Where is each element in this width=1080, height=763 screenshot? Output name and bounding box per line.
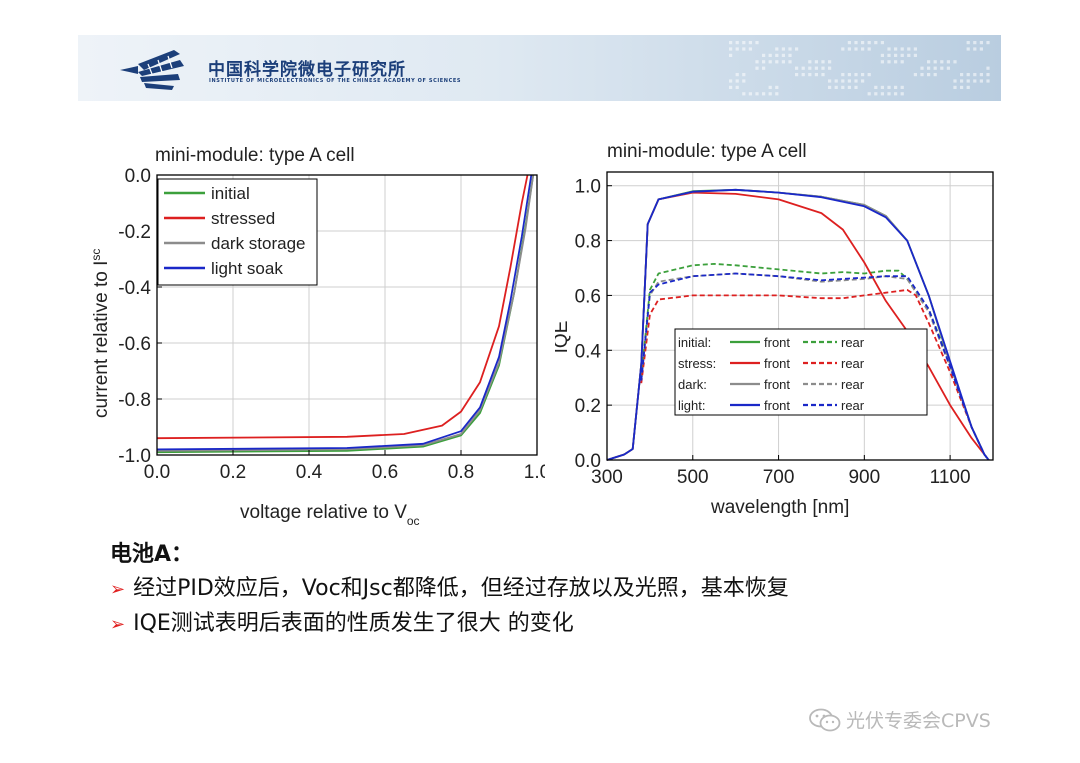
iv-series-stressed	[156, 174, 529, 440]
iv-y-axis-label-group: current relative to Isc	[89, 249, 112, 418]
iqe-x-tick-label: 700	[763, 467, 795, 488]
iv-x-tick-label: 1.0	[524, 462, 545, 483]
iqe-series-stress-rear	[640, 288, 990, 461]
iv-series-light-soak	[156, 174, 533, 451]
iqe-legend-label: stress:	[678, 356, 716, 371]
iv-series-dark-storage	[156, 174, 535, 452]
iqe-legend-rear-label: rear	[841, 398, 865, 413]
iqe-y-axis-label: IQE	[555, 321, 572, 354]
iqe-y-tick-label: 0.2	[575, 396, 601, 417]
bullet-arrow-icon: ➢	[110, 579, 126, 600]
institute-name-cn: 中国科学院微电子研究所	[208, 60, 406, 80]
iv-y-axis-label-sub: sc	[89, 249, 103, 261]
iqe-legend-rear-label: rear	[841, 377, 865, 392]
iv-y-tick-label: -0.8	[118, 390, 151, 411]
header-banner: 中国科学院微电子研究所 INSTITUTE OF MICROELECTRONIC…	[78, 35, 1001, 101]
iqe-x-tick-label: 500	[677, 467, 709, 488]
iv-legend-label: stressed	[211, 209, 275, 228]
iv-series-group	[156, 174, 535, 454]
iv-x-tick-label: 0.8	[448, 462, 474, 483]
iv-legend-label: initial	[211, 184, 250, 203]
note-item-2: ➢ IQE测试表明后表面的性质发生了很大 的变化	[110, 607, 960, 642]
iv-x-axis-label-sub: oc	[407, 514, 420, 528]
iqe-series-light-rear	[640, 272, 990, 461]
iqe-y-tick-label: 0.8	[575, 232, 601, 253]
iqe-legend-rear-label: rear	[841, 335, 865, 350]
iqe-legend-label: dark:	[678, 377, 707, 392]
iqe-y-tick-label: 0.6	[575, 286, 601, 307]
iv-y-tick-label: -0.2	[118, 222, 151, 243]
iv-x-tick-label: 0.0	[144, 462, 170, 483]
iv-y-tick-label: -0.6	[118, 334, 151, 355]
iv-y-axis-label: current relative to Isc	[89, 249, 112, 418]
iv-legend-label: light soak	[211, 259, 283, 278]
iqe-y-tick-label: 1.0	[575, 177, 601, 198]
iv-x-tick-label: 0.4	[296, 462, 323, 483]
iqe-legend-front-label: front	[764, 377, 790, 392]
iqe-x-tick-label: 300	[591, 467, 623, 488]
institute-name-en: INSTITUTE OF MICROELECTRONICS OF THE CHI…	[209, 78, 462, 84]
iqe-chart-title: mini-module: type A cell	[607, 141, 807, 162]
iqe-series-initial-front	[606, 188, 990, 461]
iqe-x-axis-label: wavelength [nm]	[710, 497, 849, 518]
iv-x-tick-label: 0.6	[372, 462, 398, 483]
iv-chart-title: mini-module: type A cell	[155, 145, 355, 166]
iqe-ticks: 300 500 700 900 1100 0.0 0.2 0.4 0.6 0.8 1.0	[575, 177, 971, 488]
iv-chart: mini-module: type A cell 0.0 0.2 0.4 0.6 0.8…	[89, 145, 545, 528]
iqe-legend-rear-label: rear	[841, 356, 865, 371]
iv-x-tick-label: 0.2	[220, 462, 246, 483]
iqe-series-dark-front	[606, 188, 990, 461]
iqe-legend-front-label: front	[764, 398, 790, 413]
watermark: 光伏专委会CPVS	[808, 706, 991, 733]
iqe-plot-frame	[606, 171, 994, 461]
notes-title: 电池A：	[110, 542, 194, 567]
iqe-y-axis-label-group: IQE	[555, 321, 572, 354]
world-map-graphic	[729, 41, 990, 96]
iqe-legend-label: light:	[678, 398, 705, 413]
notes-section: 电池A： ➢ 经过PID效应后，Voc和Jsc都降低，但经过存放以及光照，基本恢复…	[110, 538, 960, 642]
iv-x-axis-label: voltage relative to Voc	[240, 502, 420, 528]
iqe-series-stress-front	[606, 191, 990, 461]
iqe-x-tick-label: 900	[848, 467, 880, 488]
iv-x-axis-label-main: voltage relative to V	[240, 502, 407, 523]
bullet-arrow-icon: ➢	[110, 614, 126, 635]
iqe-legend: initial: front rear stress: front rear dark: fr…	[674, 328, 928, 416]
wechat-icon	[809, 708, 841, 731]
iqe-legend-label: initial:	[678, 335, 711, 350]
iqe-legend-box	[674, 328, 928, 416]
iv-legend: initial stressed dark storage light soak	[157, 178, 318, 286]
iv-y-axis-label-main: current relative to I	[91, 261, 112, 418]
iv-y-tick-label: -0.4	[118, 278, 151, 299]
iqe-legend-front-label: front	[764, 356, 790, 371]
iqe-y-tick-label: 0.4	[575, 341, 602, 362]
iv-legend-label: dark storage	[211, 234, 306, 253]
iqe-x-tick-label: 1100	[930, 467, 971, 488]
institute-logo	[120, 50, 184, 90]
note-item-2-text: IQE测试表明后表面的性质发生了很大 的变化	[133, 611, 574, 636]
note-item-1-text: 经过PID效应后，Voc和Jsc都降低，但经过存放以及光照，基本恢复	[133, 576, 789, 601]
iv-y-tick-label: -1.0	[118, 446, 151, 467]
iqe-chart: mini-module: type A cell 300 500 700 900 110…	[555, 141, 994, 518]
iqe-legend-front-label: front	[764, 335, 790, 350]
iqe-series-light-front	[606, 188, 990, 461]
iv-y-tick-label: 0.0	[125, 166, 151, 187]
watermark-text: 光伏专委会CPVS	[846, 710, 991, 732]
iqe-y-tick-label: 0.0	[575, 451, 601, 472]
iv-plot-frame	[156, 174, 538, 456]
iqe-series-group	[606, 188, 990, 461]
note-item-1: ➢ 经过PID效应后，Voc和Jsc都降低，但经过存放以及光照，基本恢复	[110, 572, 960, 607]
iv-ticks: 0.0 0.2 0.4 0.6 0.8 1.0 0.0 -0.2 -0.4 -0.6 -0.8 -1.…	[118, 166, 545, 483]
